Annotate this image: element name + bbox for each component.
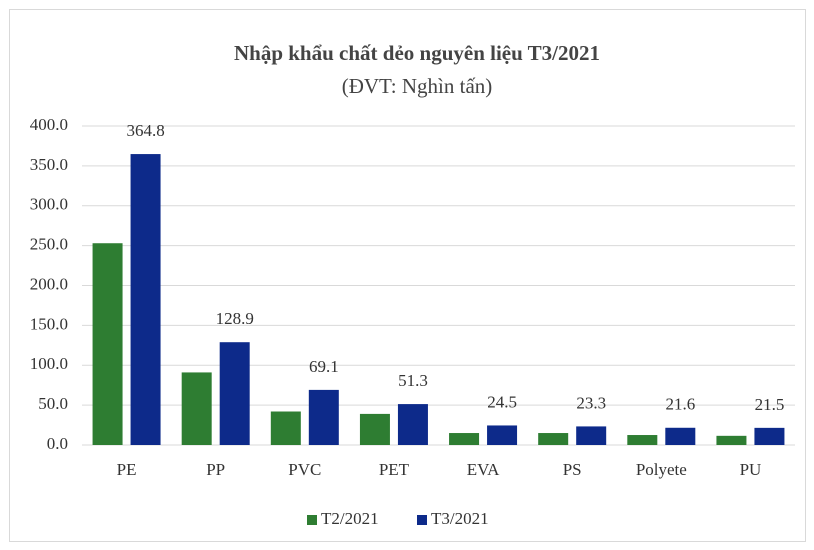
bar: [130, 154, 161, 445]
y-tick-label: 0.0: [47, 434, 68, 453]
x-tick-label: PE: [117, 460, 137, 479]
y-tick-label: 250.0: [30, 235, 68, 254]
x-tick-label: PU: [740, 460, 762, 479]
y-tick-label: 350.0: [30, 155, 68, 174]
bar: [665, 427, 696, 445]
bar: [397, 404, 428, 445]
data-label: 51.3: [398, 371, 428, 390]
x-tick-label: PP: [206, 460, 225, 479]
data-label: 364.8: [126, 121, 164, 140]
x-tick-label: PVC: [288, 460, 321, 479]
bar: [449, 433, 480, 445]
data-label: 69.1: [309, 357, 339, 376]
data-label: 24.5: [487, 392, 517, 411]
bar: [308, 389, 339, 445]
y-tick-label: 300.0: [30, 195, 68, 214]
bar: [92, 243, 123, 445]
x-tick-label: PET: [379, 460, 410, 479]
y-tick-label: 400.0: [30, 115, 68, 134]
bar: [754, 427, 785, 445]
bar: [627, 435, 658, 445]
legend-swatch: [417, 515, 427, 525]
data-label: 128.9: [216, 309, 254, 328]
bar: [487, 425, 518, 445]
y-tick-label: 150.0: [30, 314, 68, 333]
x-tick-label: PS: [563, 460, 582, 479]
bar: [270, 411, 301, 445]
y-tick-label: 100.0: [30, 354, 68, 373]
bar: [576, 426, 607, 445]
x-tick-label: EVA: [467, 460, 500, 479]
y-tick-label: 200.0: [30, 274, 68, 293]
y-tick-label: 50.0: [38, 394, 68, 413]
bar: [538, 433, 569, 445]
legend-label: T2/2021: [321, 509, 379, 528]
bar: [716, 435, 747, 445]
chart-subtitle: (ĐVT: Nghìn tấn): [342, 74, 493, 98]
bar: [181, 372, 212, 445]
legend-swatch: [307, 515, 317, 525]
data-label: 21.5: [755, 395, 785, 414]
bar: [219, 342, 250, 445]
x-tick-label: Polyete: [636, 460, 687, 479]
data-label: 21.6: [665, 395, 695, 414]
chart-title: Nhập khẩu chất dẻo nguyên liệu T3/2021: [234, 41, 600, 65]
bar: [359, 413, 390, 445]
data-label: 23.3: [576, 393, 606, 412]
legend-label: T3/2021: [431, 509, 489, 528]
